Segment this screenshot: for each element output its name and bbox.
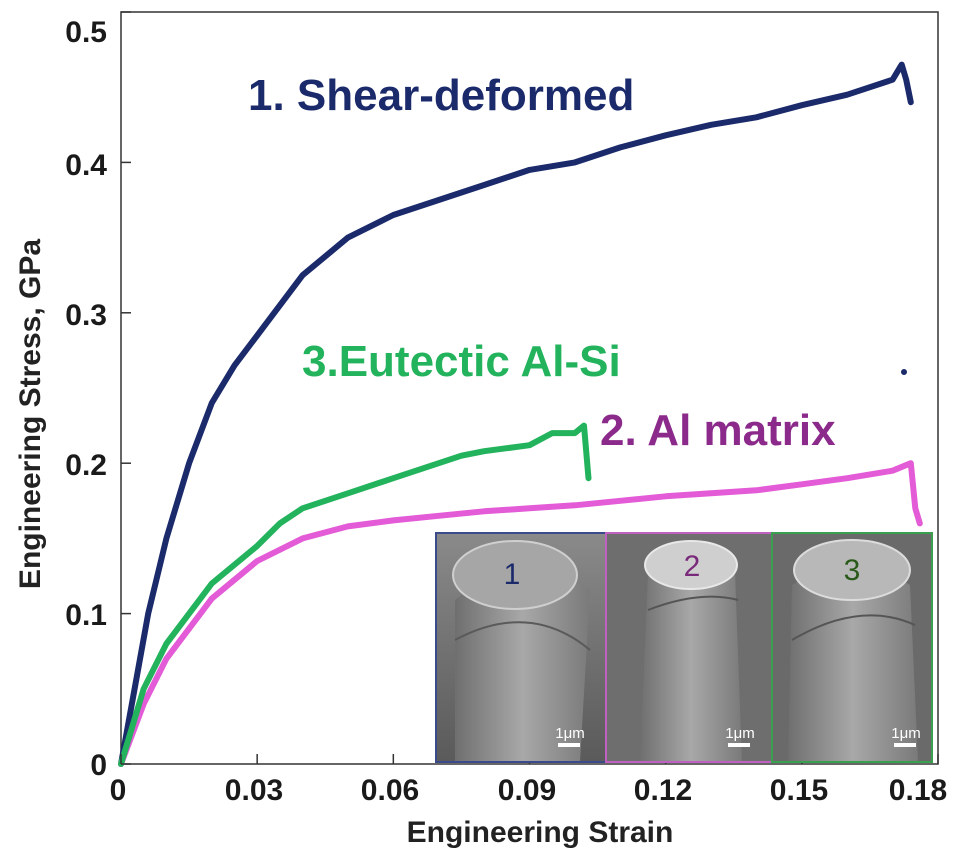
pillar-shape [455, 569, 590, 762]
y-tick-label: 0.4 [65, 149, 107, 182]
scale-bar [894, 743, 916, 747]
series-label-shear-deformed: 1. Shear-deformed [248, 71, 634, 120]
x-tick-label: 0.12 [634, 774, 692, 807]
scale-bar [728, 743, 750, 747]
y-tick-label: 0 [90, 749, 107, 782]
sem-inset: 1 1μm 2 1μm 3 1μm [435, 532, 933, 763]
y-tick-labels: 0 0.1 0.2 0.3 0.4 0.5 [65, 16, 107, 782]
panel-number: 3 [844, 554, 861, 587]
pillar-top [793, 539, 911, 601]
panel-number: 2 [684, 550, 701, 583]
y-tick-label: 0.3 [65, 299, 107, 332]
sem-panel-2: 2 1μm [605, 532, 773, 763]
pillar-top [644, 540, 738, 590]
panel-number: 1 [504, 558, 521, 591]
pillar-top [452, 540, 578, 610]
x-tick-label: 0.09 [498, 774, 556, 807]
y-tick-label: 0.1 [65, 599, 107, 632]
slip-band [647, 595, 739, 611]
scale-bar-label: 1μm [891, 725, 920, 742]
series-line-1 [118, 61, 914, 767]
x-tick-label: 0.18 [889, 774, 947, 807]
x-axis-title: Engineering Strain [407, 816, 674, 849]
y-tick-label: 0.2 [65, 449, 107, 482]
scale-bar [558, 743, 580, 747]
x-tick-label: 0.06 [361, 774, 419, 807]
series-line-3 [118, 422, 592, 767]
y-tick-label: 0.5 [65, 16, 107, 49]
sem-panel-3: 3 1μm [771, 532, 933, 763]
y-axis-title: Engineering Stress, GPa [14, 239, 47, 589]
series-layer [118, 61, 923, 767]
sem-panel-1: 1 1μm [435, 532, 607, 763]
series-label-al-matrix: 2. Al matrix [600, 406, 836, 455]
series-label-eutectic: 3.Eutectic Al-Si [302, 337, 621, 386]
x-tick-label: 0.15 [770, 774, 828, 807]
scale-bar-label: 1μm [725, 725, 754, 742]
pillar-shape [640, 560, 742, 762]
scale-bar-label: 1μm [555, 725, 584, 742]
shear-band [791, 614, 916, 641]
pillar-shape [788, 566, 918, 762]
x-tick-label: 0 [110, 774, 127, 807]
shear-band [454, 621, 591, 651]
x-tick-label: 0.03 [225, 774, 283, 807]
series-line-2 [118, 460, 923, 767]
stray-data-point [901, 369, 907, 375]
x-tick-labels: 0 0.03 0.06 0.09 0.12 0.15 0.18 [110, 774, 948, 807]
panel-border [771, 532, 933, 763]
